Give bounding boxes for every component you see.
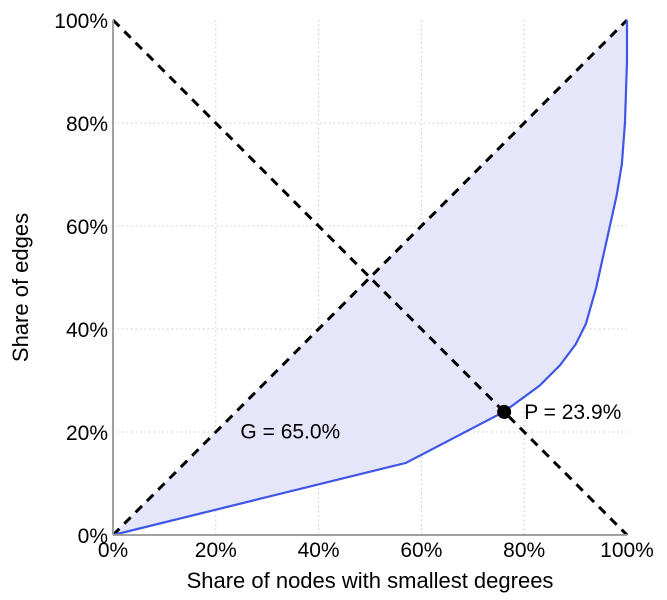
x-tick-label: 100%: [600, 539, 654, 562]
labels: Share of nodes with smallest degrees Sha…: [8, 213, 621, 593]
axes: 0% 20% 40% 60% 80% 100% 0% 20% 40% 60% 80% 100%: [54, 10, 654, 562]
x-tick-label: 20%: [195, 539, 237, 562]
y-tick-label: 80%: [66, 113, 108, 136]
y-tick-label: 0%: [78, 525, 108, 548]
lines: [111, 18, 629, 537]
y-tick-label: 100%: [54, 10, 108, 33]
gini-annotation: G = 65.0%: [240, 421, 340, 444]
intersection-marker: [497, 404, 512, 419]
x-tick-label: 40%: [298, 539, 340, 562]
p-annotation: P = 23.9%: [524, 401, 621, 424]
y-tick-label: 40%: [66, 319, 108, 342]
lorenz-curve: [112, 20, 629, 537]
y-tick-label: 20%: [66, 422, 108, 445]
area-between-curves: [113, 20, 627, 535]
x-tick-label: 60%: [400, 539, 442, 562]
x-axis-label: Share of nodes with smallest degrees: [187, 568, 554, 593]
y-tick-label: 60%: [66, 216, 108, 239]
x-tick-label: 0%: [98, 539, 128, 562]
y-axis-label: Share of edges: [8, 213, 33, 362]
x-tick-label: 80%: [503, 539, 545, 562]
